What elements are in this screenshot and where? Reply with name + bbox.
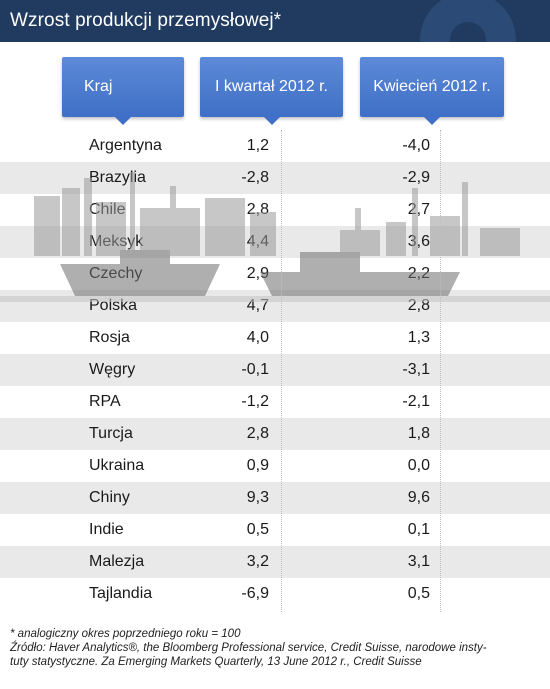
footnote-source-continued: tuty statystyczne. Za Emerging Markets Q…: [10, 656, 422, 668]
page-title: Wzrost produkcji przemysłowej*: [10, 10, 282, 31]
table-row: Meksyk 4,4 3,6: [0, 226, 550, 258]
footnote-source: Źródło: Haver Analytics®, the Bloomberg …: [10, 642, 487, 654]
april-value-cell: -4,0: [402, 137, 430, 154]
country-cell: Meksyk: [89, 233, 144, 250]
april-value-cell: 0,1: [407, 521, 430, 538]
column-header-country: Kraj: [62, 57, 184, 125]
table-row: Argentyna 1,2 -4,0: [0, 130, 550, 162]
country-cell: Argentyna: [89, 137, 162, 154]
country-cell: Indie: [89, 521, 124, 538]
column-divider: [440, 130, 441, 612]
april-value-cell: 0,5: [407, 585, 430, 602]
april-value-cell: 9,6: [407, 489, 430, 506]
table-row: Ukraina 0,9 0,0: [0, 450, 550, 482]
country-cell: Rosja: [89, 329, 130, 346]
april-value-cell: -2,9: [402, 169, 430, 186]
april-value-cell: 2,8: [407, 297, 430, 314]
april-value-cell: 0,0: [407, 457, 430, 474]
q1-value-cell: 2,9: [246, 265, 269, 282]
april-value-cell: 3,1: [407, 553, 430, 570]
april-value-cell: 1,8: [407, 425, 430, 442]
april-value-cell: 1,3: [407, 329, 430, 346]
table-row: Chiny 9,3 9,6: [0, 482, 550, 514]
table-row: Malezja 3,2 3,1: [0, 546, 550, 578]
country-cell: Polska: [89, 297, 138, 314]
table-row: Brazylia -2,8 -2,9: [0, 162, 550, 194]
country-cell: RPA: [89, 393, 121, 410]
q1-value-cell: -2,8: [241, 169, 269, 186]
table-row: Węgry -0,1 -3,1: [0, 354, 550, 386]
footnote-definition: * analogiczny okres poprzedniego roku = …: [10, 628, 241, 640]
country-cell: Chile: [89, 201, 126, 218]
april-value-cell: -2,1: [402, 393, 430, 410]
column-divider: [281, 130, 282, 612]
q1-value-cell: 0,9: [246, 457, 269, 474]
q1-value-cell: -1,2: [241, 393, 269, 410]
column-header-april-2012: Kwiecień 2012 r.: [360, 57, 504, 125]
q1-value-cell: 4,0: [246, 329, 269, 346]
table-row: RPA -1,2 -2,1: [0, 386, 550, 418]
country-cell: Czechy: [89, 265, 143, 282]
april-value-cell: -3,1: [402, 361, 430, 378]
data-table: Argentyna 1,2 -4,0 Brazylia -2,8 -2,9 Chile 2,8…: [0, 130, 550, 610]
q1-value-cell: 2,8: [246, 201, 269, 218]
table-row: Chile 2,8 2,7: [0, 194, 550, 226]
column-header-q1-2012: I kwartał 2012 r.: [200, 57, 343, 125]
decorative-circle: [420, 0, 516, 42]
q1-value-cell: 9,3: [246, 489, 269, 506]
country-cell: Węgry: [89, 361, 136, 378]
q1-value-cell: 4,4: [246, 233, 269, 250]
q1-value-cell: 0,5: [246, 521, 269, 538]
country-cell: Chiny: [89, 489, 130, 506]
table-row: Rosja 4,0 1,3: [0, 322, 550, 354]
country-cell: Turcja: [89, 425, 133, 442]
table-row: Tajlandia -6,9 0,5: [0, 578, 550, 610]
april-value-cell: 2,2: [407, 265, 430, 282]
table-row: Turcja 2,8 1,8: [0, 418, 550, 450]
q1-value-cell: 3,2: [246, 553, 269, 570]
q1-value-cell: -6,9: [241, 585, 269, 602]
q1-value-cell: 1,2: [246, 137, 269, 154]
table-row: Czechy 2,9 2,2: [0, 258, 550, 290]
country-cell: Brazylia: [89, 169, 146, 186]
country-cell: Tajlandia: [89, 585, 153, 602]
table-row: Polska 4,7 2,8: [0, 290, 550, 322]
april-value-cell: 2,7: [407, 201, 430, 218]
table-row: Indie 0,5 0,1: [0, 514, 550, 546]
footnote: * analogiczny okres poprzedniego roku = …: [10, 627, 545, 669]
country-cell: Ukraina: [89, 457, 145, 474]
title-bar: Wzrost produkcji przemysłowej*: [0, 0, 550, 42]
q1-value-cell: 2,8: [246, 425, 269, 442]
q1-value-cell: -0,1: [241, 361, 269, 378]
country-cell: Malezja: [89, 553, 145, 570]
q1-value-cell: 4,7: [246, 297, 269, 314]
april-value-cell: 3,6: [407, 233, 430, 250]
